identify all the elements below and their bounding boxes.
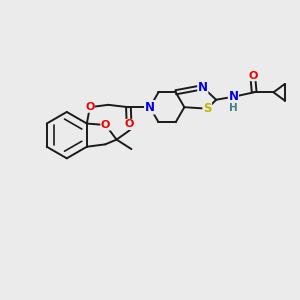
Text: N: N <box>198 81 208 94</box>
Text: H: H <box>229 103 238 113</box>
Text: O: O <box>101 120 110 130</box>
Text: O: O <box>85 102 94 112</box>
Text: O: O <box>124 119 134 129</box>
Text: N: N <box>145 101 155 114</box>
Text: N: N <box>145 101 155 114</box>
Text: S: S <box>203 102 212 115</box>
Text: O: O <box>248 71 257 81</box>
Text: N: N <box>228 90 239 103</box>
